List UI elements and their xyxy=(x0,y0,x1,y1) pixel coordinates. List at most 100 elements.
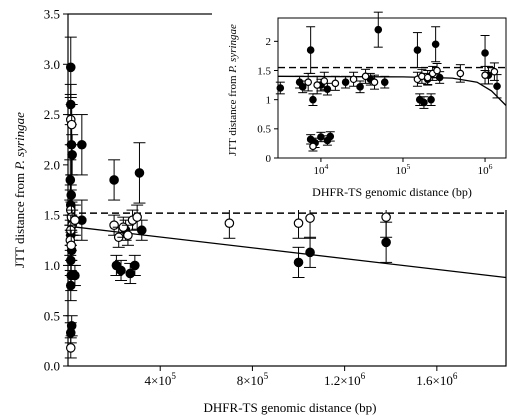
main-y-axis-label-prefix: JTT distance from xyxy=(12,170,27,268)
main-open-point xyxy=(65,104,78,146)
inset-filled-marker xyxy=(493,82,501,91)
main-filled-marker xyxy=(130,260,140,271)
inset-y-tick-label: 0 xyxy=(266,153,272,165)
inset-filled-marker xyxy=(276,84,285,92)
inset-x-tick-label: 104 xyxy=(313,162,328,177)
inset-background xyxy=(212,0,508,210)
inset-x-tick-base: 10 xyxy=(478,165,490,177)
inset-filled-marker xyxy=(420,98,428,107)
inset-filled-marker xyxy=(317,133,325,141)
main-filled-point xyxy=(75,114,88,176)
inset-x-tick-base: 10 xyxy=(396,165,408,177)
main-open-point xyxy=(64,93,77,146)
inset-filled-marker xyxy=(380,78,389,86)
main-filled-marker xyxy=(77,139,87,150)
main-x-tick-base: 8×10 xyxy=(237,373,264,388)
inset-y-axis-label-prefix: JTT distance from xyxy=(227,73,239,156)
main-filled-marker xyxy=(305,247,315,258)
main-y-tick-label: 0.0 xyxy=(44,359,60,374)
main-y-tick-label: 1.0 xyxy=(44,258,60,273)
inset-x-tick-label: 105 xyxy=(396,162,411,177)
main-filled-marker xyxy=(70,270,80,281)
main-open-marker xyxy=(381,212,391,222)
main-filled-point xyxy=(115,259,128,282)
inset-filled-marker xyxy=(356,83,364,91)
inset-open-marker xyxy=(304,78,312,86)
main-x-tick-exponent: 6 xyxy=(453,371,458,381)
main-filled-point xyxy=(128,254,141,276)
main-marks-layer xyxy=(64,36,393,359)
inset-x-tick-exponent: 6 xyxy=(489,162,493,171)
inset-x-axis: 104 105 106 xyxy=(313,158,493,177)
main-x-tick-base: 1.2×10 xyxy=(324,373,361,388)
main-filled-marker xyxy=(136,225,147,236)
main-filled-marker xyxy=(381,237,391,248)
main-y-tick-label: 2.5 xyxy=(44,107,60,122)
inset-open-marker xyxy=(456,69,465,78)
main-open-marker xyxy=(65,343,76,353)
main-filled-marker xyxy=(65,328,76,338)
inset-open-marker xyxy=(349,75,358,84)
inset-marks-layer xyxy=(275,11,502,152)
main-filled-marker xyxy=(134,168,145,178)
main-filled-marker xyxy=(109,175,119,185)
inset-filled-point xyxy=(298,80,308,94)
main-filled-marker xyxy=(293,257,304,268)
inset-open-marker xyxy=(309,142,317,151)
inset-open-marker xyxy=(370,78,379,86)
main-filled-marker xyxy=(65,175,76,185)
main-y-axis: 0.0 0.5 1.0 1.5 2.0 2.5 3.0 3.5 xyxy=(44,7,68,374)
main-filled-point xyxy=(108,159,121,201)
main-open-marker xyxy=(305,213,315,223)
main-open-point xyxy=(131,204,144,230)
inset-open-point xyxy=(489,62,499,81)
inset-y-tick-label: 0.5 xyxy=(257,124,271,136)
main-x-tick-base: 1.6×10 xyxy=(416,373,453,388)
main-x-tick-label: 1.2×106 xyxy=(324,371,366,388)
main-filled-marker xyxy=(67,150,77,160)
inset-filled-marker xyxy=(309,95,317,104)
main-open-marker xyxy=(293,218,304,228)
main-filled-point xyxy=(135,219,148,241)
inset-filled-point xyxy=(419,96,429,109)
inset-open-marker xyxy=(313,81,321,89)
inset-filled-marker xyxy=(326,132,335,141)
main-x-axis-label: DHFR-TS genomic distance (bp) xyxy=(204,400,377,415)
main-filled-point xyxy=(75,199,88,241)
inset-filled-point xyxy=(492,74,502,99)
main-open-marker xyxy=(132,212,142,222)
main-filled-point xyxy=(133,142,146,204)
main-y-tick-label: 3.0 xyxy=(44,57,60,72)
inset-open-marker xyxy=(331,79,340,88)
inset-filled-point xyxy=(325,131,335,142)
main-filled-point xyxy=(64,322,77,344)
inset-open-point xyxy=(303,72,313,92)
main-filled-marker xyxy=(65,62,76,73)
inset-x-tick-exponent: 4 xyxy=(324,162,328,171)
inset-filled-marker xyxy=(481,49,489,57)
inset-open-marker xyxy=(490,67,499,76)
main-open-point xyxy=(64,337,77,359)
main-y-tick-label: 2.0 xyxy=(44,157,60,172)
inset-filled-marker xyxy=(306,46,315,54)
main-x-tick-label: 4×105 xyxy=(145,371,177,388)
main-x-tick-exponent: 5 xyxy=(171,371,176,381)
main-open-point xyxy=(223,207,236,239)
main-x-tick-exponent: 5 xyxy=(264,371,269,381)
inset-open-point xyxy=(319,71,329,91)
inset-y-axis: 0 0.5 1 1.5 2 xyxy=(257,36,278,165)
main-open-marker xyxy=(123,230,133,241)
inset-y-tick-label: 1 xyxy=(266,95,272,107)
inset-filled-marker xyxy=(341,78,350,86)
main-open-point xyxy=(121,224,134,246)
inset-open-marker xyxy=(361,72,370,81)
inset-open-point xyxy=(455,64,465,83)
main-open-marker xyxy=(224,218,235,228)
main-y-axis-label: JTT distance from P. syringae xyxy=(12,112,27,268)
main-y-tick-label: 3.5 xyxy=(44,7,60,22)
inset-x-axis-label: DHFR-TS genomic distance (bp) xyxy=(312,185,472,199)
main-y-tick-label: 0.5 xyxy=(44,308,60,323)
inset-open-point xyxy=(308,141,318,152)
main-filled-point xyxy=(68,264,81,287)
